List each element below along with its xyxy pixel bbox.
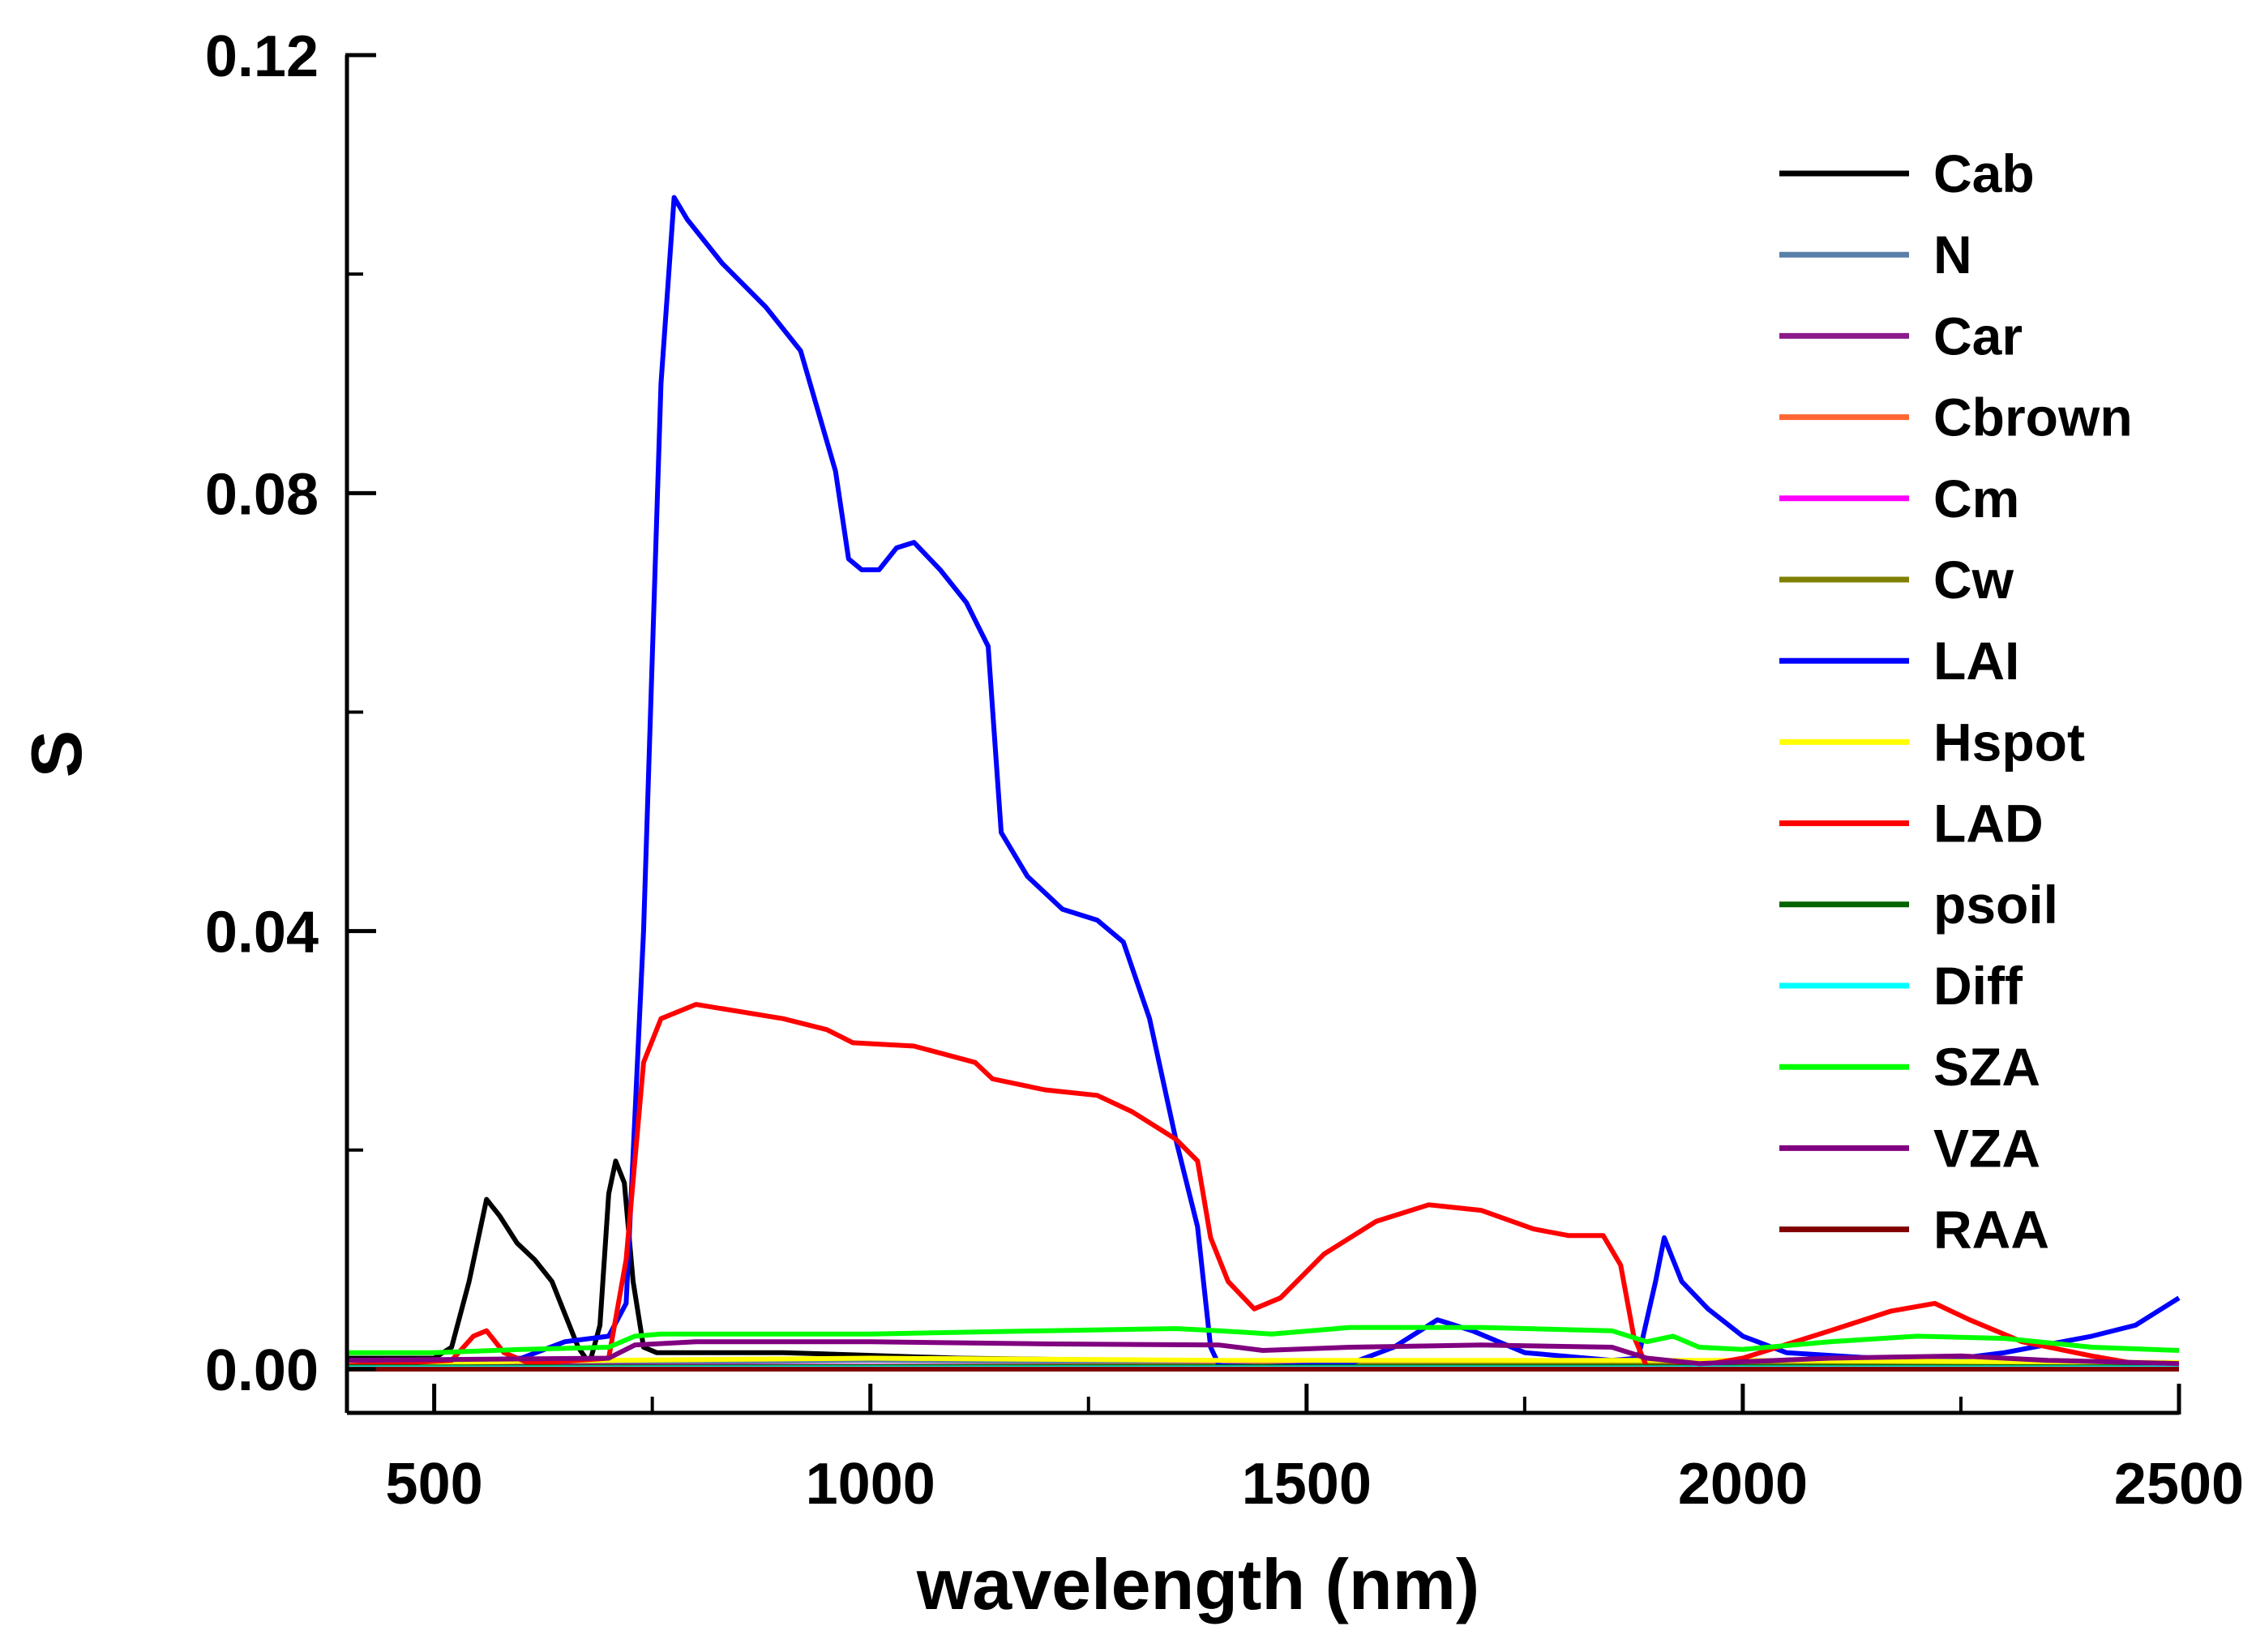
legend-label-diff: Diff (1933, 956, 2023, 1016)
y-tick-label: 0.12 (205, 24, 319, 89)
legend-label-cab: Cab (1933, 143, 2035, 203)
axes: 0.00 0.04 0.08 0.12 500 1000 1500 2000 2500 (205, 24, 2244, 1517)
legend-label-lai: LAI (1933, 631, 2019, 691)
legend-label-psoil: psoil (1933, 875, 2058, 935)
legend-label-cbrown: Cbrown (1933, 387, 2133, 447)
legend-label-lad: LAD (1933, 794, 2044, 854)
x-tick-label: 500 (386, 1452, 483, 1517)
y-tick-label: 0.00 (205, 1338, 319, 1403)
y-axis-label: S (16, 730, 96, 778)
y-tick-label: 0.08 (205, 462, 319, 527)
x-tick-label: 1500 (1242, 1452, 1372, 1517)
x-tick-label: 1000 (806, 1452, 935, 1517)
legend: Cab N Car Cbrown Cm Cw LAI Hspot LAD psoil Diff SZA… (1779, 143, 2133, 1260)
legend-label-hspot: Hspot (1933, 712, 2085, 772)
x-axis-label: wavelength (nm) (916, 1544, 1479, 1624)
x-tick-label: 2500 (2114, 1452, 2244, 1517)
legend-label-sza: SZA (1933, 1037, 2040, 1097)
legend-label-car: Car (1933, 306, 2023, 366)
x-tick-label: 2000 (1678, 1452, 1808, 1517)
series-line-vza (346, 1339, 2180, 1367)
legend-label-n: N (1933, 225, 1972, 285)
legend-label-cw: Cw (1933, 550, 2014, 610)
y-tick-label: 0.04 (205, 901, 319, 965)
plot-lines (346, 195, 2181, 1372)
legend-label-raa: RAA (1933, 1200, 2049, 1260)
series-line-lai (347, 195, 2181, 1370)
series-line-sza (347, 1325, 2180, 1355)
legend-label-vza: VZA (1933, 1118, 2040, 1178)
legend-label-cm: Cm (1933, 469, 2019, 529)
